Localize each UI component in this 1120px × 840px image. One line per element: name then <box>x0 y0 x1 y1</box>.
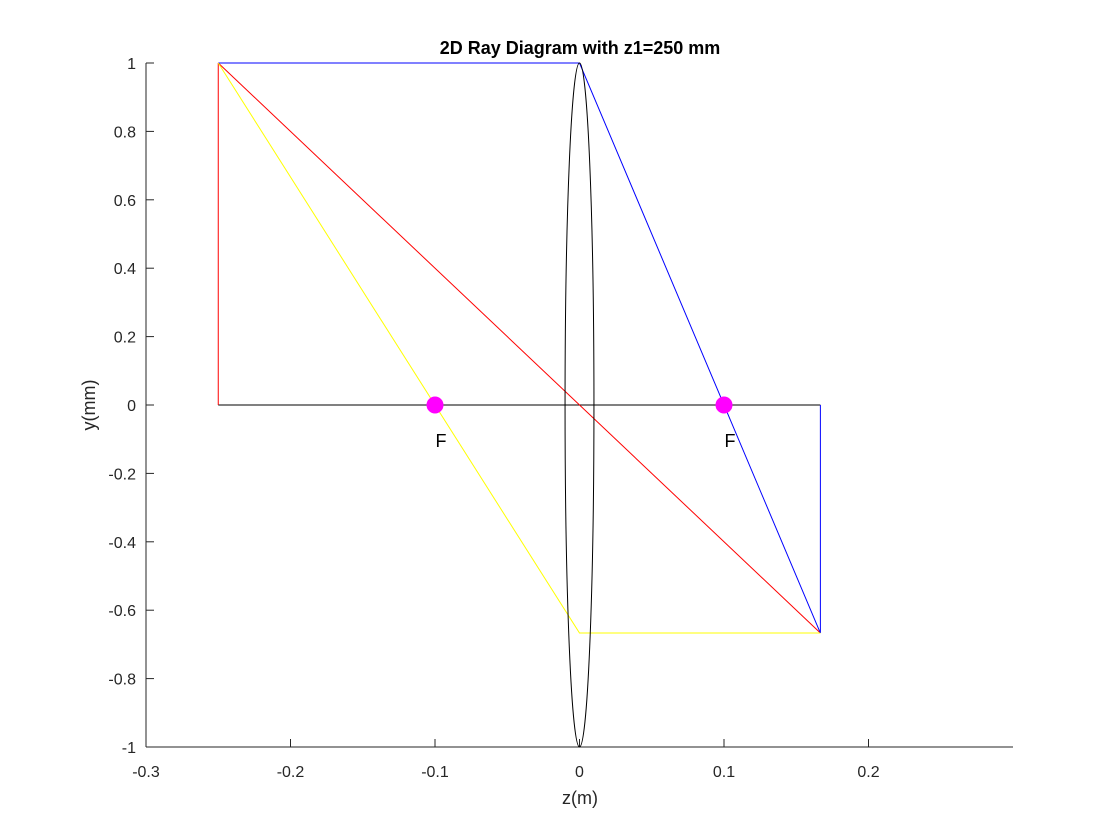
x-tick-label: -0.1 <box>421 764 449 781</box>
x-tick-label: 0 <box>575 764 584 781</box>
y-axis-label: y(mm) <box>79 380 99 431</box>
y-tick-label: 0.6 <box>114 193 136 210</box>
y-tick-label: -0.8 <box>108 672 136 689</box>
y-tick-label: -0.2 <box>108 466 136 483</box>
ray-line-2 <box>217 62 821 634</box>
y-tick-label: 1 <box>127 56 136 73</box>
focal-point-marker <box>715 396 733 414</box>
x-tick-label: -0.3 <box>132 764 160 781</box>
y-tick-label: 0.2 <box>114 330 136 347</box>
x-tick-label: -0.2 <box>277 764 305 781</box>
y-tick-label: 0 <box>127 398 136 415</box>
plot-area: -0.3 -0.2 -0.1 0 0.1 0.2 -1 -0.8 -0.6 -0.4 -0.2 0 0.… <box>108 56 1013 781</box>
y-tick-label: -0.6 <box>108 603 136 620</box>
x-axis-label: z(m) <box>562 788 598 808</box>
focal-point-label: F <box>725 431 736 451</box>
lens-ellipse <box>564 62 595 748</box>
chart-title: 2D Ray Diagram with z1=250 mm <box>440 38 721 58</box>
y-tick-label: -0.4 <box>108 535 136 552</box>
y-tick-label: 0.4 <box>114 261 136 278</box>
y-tick-label: 0.8 <box>114 124 136 141</box>
y-tick-label: -1 <box>122 740 136 757</box>
x-tick-label: 0.2 <box>857 764 879 781</box>
focal-point-label: F <box>436 431 447 451</box>
x-tick-label: 0.1 <box>713 764 735 781</box>
ray-line-5 <box>217 62 821 634</box>
focal-point-marker <box>426 396 444 414</box>
